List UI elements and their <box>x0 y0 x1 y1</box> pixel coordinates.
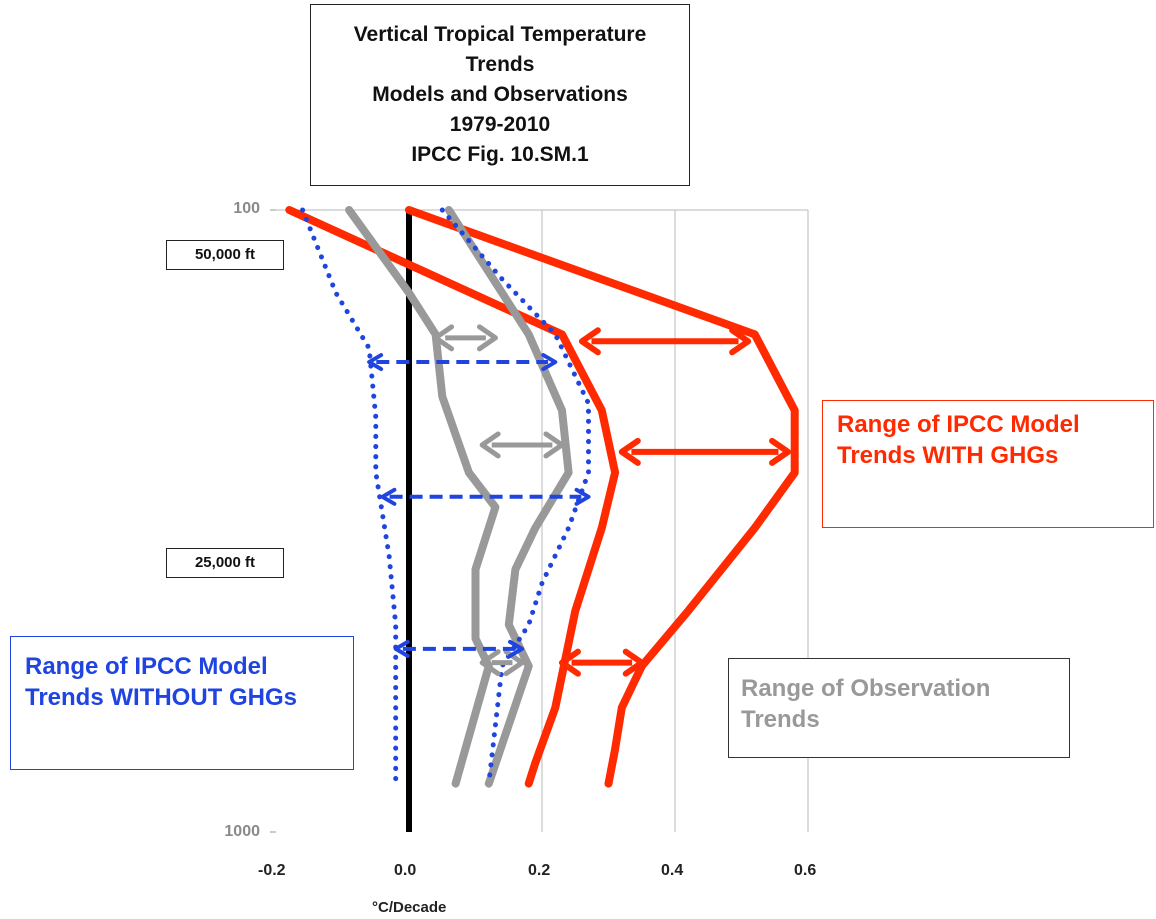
range-arrow-3-head-left <box>433 324 455 352</box>
range-arrow-1-head-right <box>769 437 792 466</box>
x-axis-label: °C/Decade <box>372 899 447 916</box>
legend-observations-line-1: Range of Observation <box>741 675 991 702</box>
y-tick-label-100: 100 <box>233 200 260 217</box>
series-line-5 <box>439 207 591 787</box>
range-arrow-2-head-right <box>622 648 645 677</box>
chart-title-box: Vertical Tropical Temperature Trends Mod… <box>310 4 690 186</box>
x-tick-label-0.2: 0.2 <box>528 862 551 879</box>
range-arrow-7-head-right <box>574 487 591 506</box>
series-line-0 <box>285 206 620 788</box>
chart-title-line-2: Trends <box>465 53 535 76</box>
legend-with-ghgs-line-1: Range of IPCC Model <box>837 411 1080 438</box>
chart-title-line-4: 1979-2010 <box>449 113 551 136</box>
legend-without-ghgs: Range of IPCC Model Trends WITHOUT GHGs <box>10 636 354 770</box>
range-arrow-7-head-left <box>380 487 397 506</box>
chart-title-line-1: Vertical Tropical Temperature <box>353 23 647 46</box>
range-arrow-0-head-right <box>729 327 752 356</box>
x-tick-label-0.6: 0.6 <box>794 862 817 879</box>
legend-with-ghgs: Range of IPCC Model Trends WITH GHGs <box>822 400 1154 528</box>
range-arrow-0-head-left <box>578 327 601 356</box>
y-tick-label-1000: 1000 <box>224 823 260 840</box>
chart-title-line-5: IPCC Fig. 10.SM.1 <box>411 143 589 166</box>
legend-with-ghgs-line-2: Trends WITH GHGs <box>837 442 1059 469</box>
altitude-label-25000: 25,000 ft <box>166 548 284 578</box>
legend-observations: Range of Observation Trends <box>728 658 1070 758</box>
legend-without-ghgs-line-1: Range of IPCC Model <box>25 653 268 680</box>
series-line-1 <box>405 206 799 788</box>
range-arrow-6-head-right <box>541 353 558 372</box>
range-arrow-8-head-left <box>393 639 410 658</box>
series-line-4 <box>300 207 399 787</box>
range-arrow-4-head-left <box>479 431 501 459</box>
legend-without-ghgs-line-2: Trends WITHOUT GHGs <box>25 684 298 711</box>
range-arrow-6-head-left <box>367 353 384 372</box>
x-tick-label-0.0: 0.0 <box>394 862 417 879</box>
range-arrow-4-head-right <box>543 431 565 459</box>
series-line-2 <box>345 206 500 788</box>
x-tick-label-neg0.2: -0.2 <box>258 862 286 879</box>
range-arrow-8-head-right <box>508 639 525 658</box>
altitude-label-50000: 50,000 ft <box>166 240 284 270</box>
range-arrow-1-head-left <box>618 437 641 466</box>
range-arrow-2-head-left <box>558 648 581 677</box>
chart-title-line-3: Models and Observations <box>372 83 628 106</box>
range-arrow-5-head-left <box>479 649 501 677</box>
legend-observations-line-2: Trends <box>741 706 820 733</box>
x-tick-label-0.4: 0.4 <box>661 862 684 879</box>
range-arrow-3-head-right <box>476 324 498 352</box>
